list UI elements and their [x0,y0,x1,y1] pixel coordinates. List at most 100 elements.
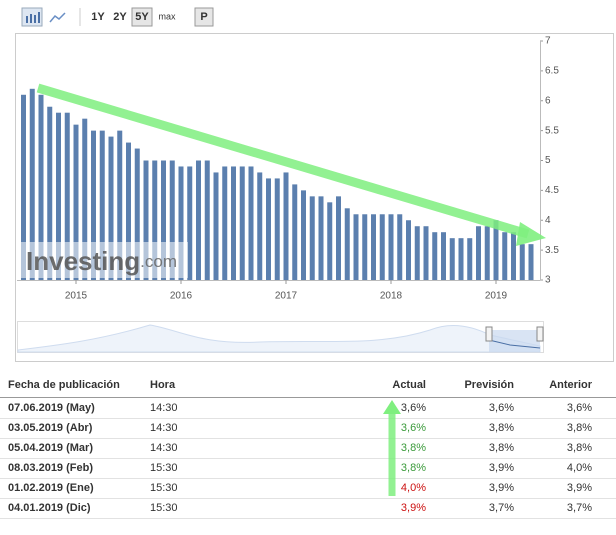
cell: 08.03.2019 (Feb) [8,462,93,474]
range-button[interactable]: 2Y [113,11,127,23]
navigator-window[interactable] [489,330,540,352]
bar [134,148,140,280]
cell: 14:30 [150,442,178,454]
cell: 15:30 [150,482,178,494]
pin-button[interactable] [194,7,214,27]
bar [414,226,420,280]
cell: 4,0% [401,482,426,494]
bar [82,118,88,280]
bar [29,88,35,280]
column-header: Previsión [464,379,514,391]
column-header: Fecha de publicación [8,379,120,391]
column-header: Hora [150,379,176,391]
bar [274,178,280,280]
cell: 3,8% [401,442,426,454]
bar [143,160,149,280]
cell: 01.02.2019 (Ene) [8,482,94,494]
x-tick-label: 2017 [275,291,298,302]
bar [73,124,79,281]
cell: 15:30 [150,502,178,514]
cell: 3,6% [401,422,426,434]
y-tick-label: 4 [545,215,551,226]
cell: 3,9% [567,482,592,494]
navigator-line [488,339,541,349]
bar [239,166,245,280]
x-tick-label: 2018 [380,291,403,302]
watermark-main: Investing [26,246,140,276]
y-tick-label: 3.5 [545,245,559,256]
bar [327,202,333,280]
bar [493,220,499,280]
trend-arrow [36,83,530,239]
bar [169,160,175,280]
cell: 15:30 [150,462,178,474]
bar [511,232,516,280]
cell: 3,7% [489,502,514,514]
bar [336,196,341,280]
y-tick-label: 3 [545,275,551,286]
bar [449,238,455,280]
x-tick-label: 2015 [65,291,88,302]
line-chart-button[interactable] [49,12,66,23]
y-tick-label: 4.5 [545,185,559,196]
bar [519,244,525,280]
bar [213,172,219,280]
range-button-active [131,7,153,27]
bar [292,184,298,280]
bar [423,226,429,280]
bar [178,166,184,280]
bar [99,130,105,280]
cell: 03.05.2019 (Abr) [8,422,93,434]
navigator-area [17,324,541,353]
bar [309,196,315,280]
cell: 14:30 [150,422,178,434]
bar [248,166,254,280]
pin-label: P [200,11,207,23]
bar [266,178,271,280]
bar [231,166,236,280]
up-arrowhead [383,400,401,414]
cell: 3,6% [567,402,592,414]
cell: 3,8% [567,422,592,434]
navigator-handle[interactable] [485,326,493,342]
y-tick-label: 7 [545,36,551,47]
cell: 3,6% [489,402,514,414]
bar [38,94,44,281]
bar [204,160,210,280]
bar [484,226,490,280]
y-tick-label: 6.5 [545,66,559,77]
watermark-suffix: .com [140,252,177,271]
range-button[interactable]: 5Y [135,11,149,23]
bar [476,226,481,280]
cell: 3,9% [401,502,426,514]
range-button[interactable]: max [158,11,176,21]
cell: 3,9% [489,462,514,474]
y-tick-label: 5.5 [545,125,559,136]
cell: 07.06.2019 (May) [8,402,95,414]
x-tick-label: 2019 [485,291,508,302]
y-tick-label: 6 [545,95,551,106]
range-button[interactable]: 1Y [91,11,105,23]
bar-icon [26,12,40,23]
x-tick-label: 2016 [170,291,193,302]
cell: 3,7% [567,502,592,514]
navigator-handle[interactable] [536,326,544,342]
cell: 3,6% [401,402,426,414]
cell: 3,8% [489,442,514,454]
bar [222,166,228,280]
bar [161,160,166,280]
bar [56,112,61,280]
bar [467,238,473,280]
watermark-bg [20,242,188,278]
trend-arrowhead [516,222,546,246]
bar [117,130,123,280]
bar [257,172,263,280]
cell: 14:30 [150,402,178,414]
bar [528,244,534,280]
bar [371,214,376,280]
bar [406,220,411,280]
bar [91,130,96,280]
bar [318,196,324,280]
bar [353,214,359,280]
